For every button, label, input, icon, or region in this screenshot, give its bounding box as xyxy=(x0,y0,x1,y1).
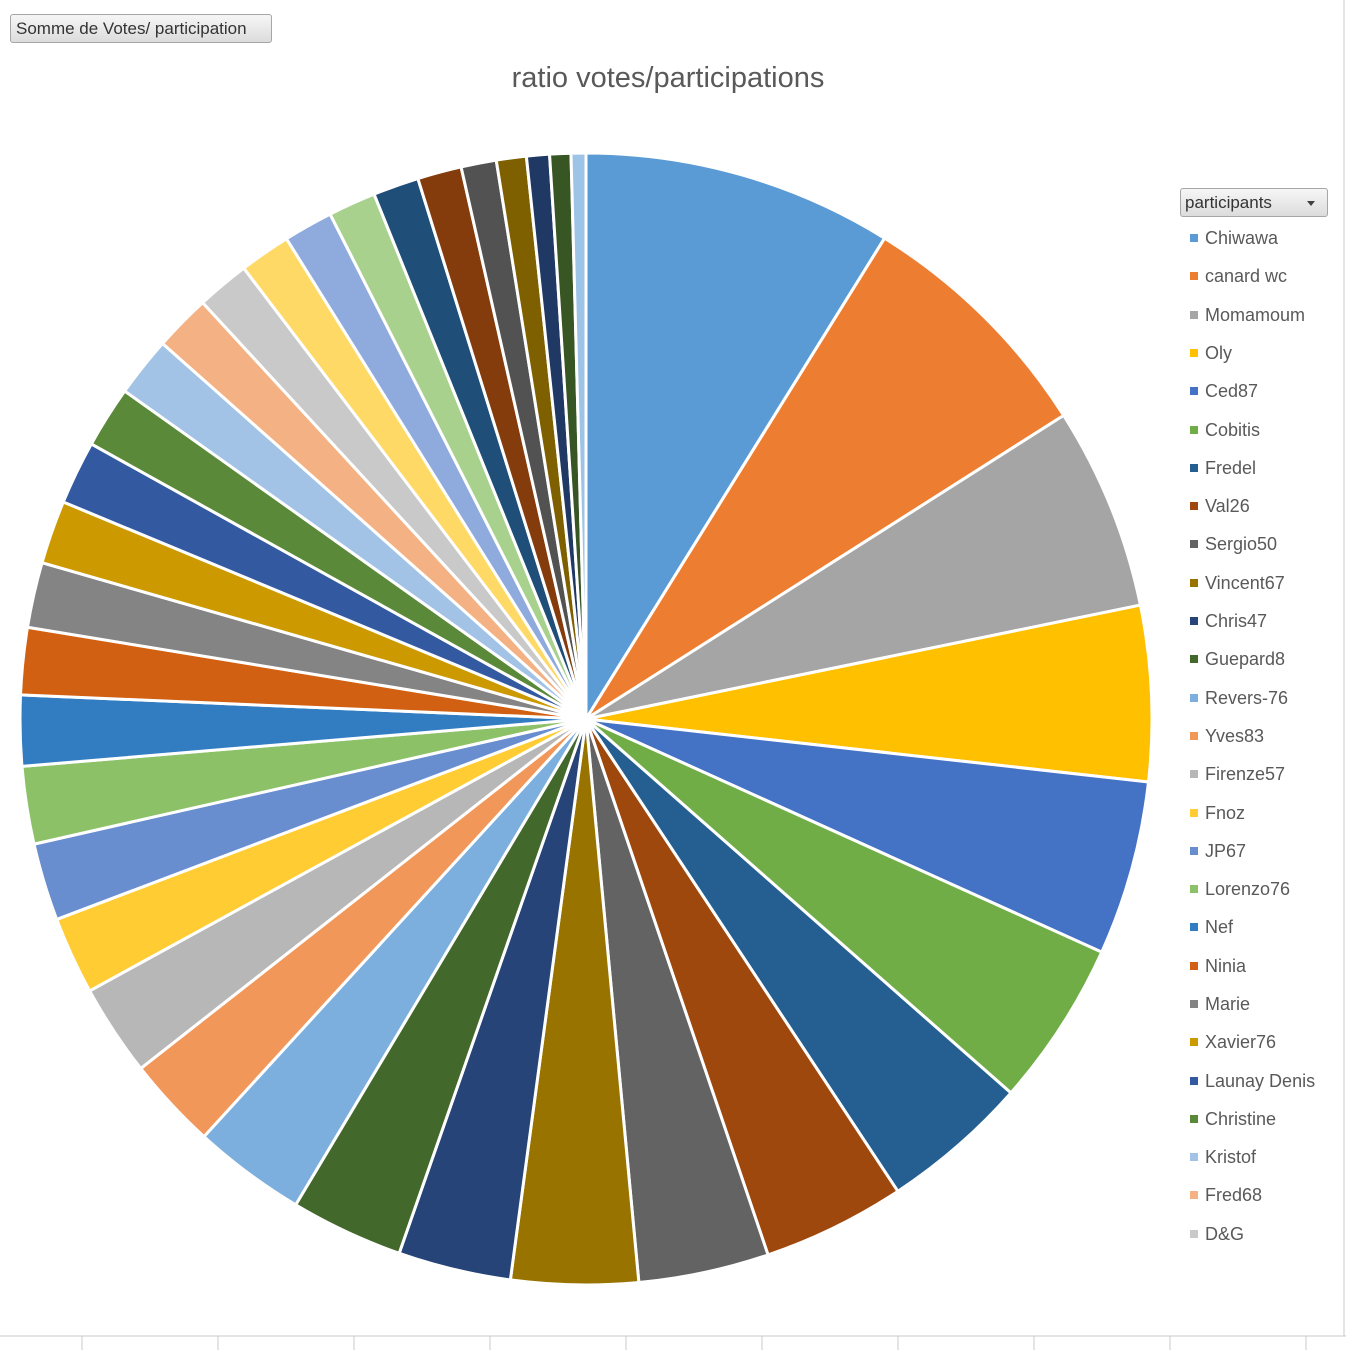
pie-slice-unlabeled-36 xyxy=(569,151,588,721)
legend-label: Val26 xyxy=(1205,496,1250,516)
legend-label: Guepard8 xyxy=(1205,649,1286,669)
legend-swatch xyxy=(1190,1230,1198,1238)
legend-label: Yves83 xyxy=(1205,726,1265,746)
legend-swatch xyxy=(1190,923,1198,931)
legend-label: Chiwawa xyxy=(1205,228,1279,248)
legend-swatch xyxy=(1190,1191,1198,1199)
legend-swatch xyxy=(1190,732,1198,740)
pie-slice-oly xyxy=(584,603,1154,784)
legend-label: Fred68 xyxy=(1205,1185,1263,1205)
legend-label: D&G xyxy=(1205,1224,1245,1244)
legend-swatch xyxy=(1190,1000,1198,1008)
legend-swatch xyxy=(1190,349,1198,357)
legend-label: Lorenzo76 xyxy=(1205,879,1291,899)
legend-swatch xyxy=(1190,809,1198,817)
legend-label: Fnoz xyxy=(1205,803,1246,823)
legend-swatch xyxy=(1190,1153,1198,1161)
legend-swatch xyxy=(1190,847,1198,855)
pie-slice-cobitis xyxy=(584,717,1104,1095)
legend-swatch xyxy=(1190,1077,1198,1085)
legend-swatch xyxy=(1190,1115,1198,1123)
legend-label: Oly xyxy=(1205,343,1232,363)
chevron-down-icon xyxy=(1307,201,1315,206)
legend-label: Chris47 xyxy=(1205,611,1268,631)
legend-label: Cobitis xyxy=(1205,420,1261,440)
legend-label: Nef xyxy=(1205,917,1234,937)
legend-label: Kristof xyxy=(1205,1147,1257,1167)
legend-swatch xyxy=(1190,579,1198,587)
pie-slice-momamoum xyxy=(584,413,1142,721)
legend-swatch xyxy=(1190,272,1198,280)
legend-swatch xyxy=(1190,540,1198,548)
legend-label: canard wc xyxy=(1205,266,1288,286)
pie-slice-canard-wc xyxy=(584,236,1066,721)
legend-label: Launay Denis xyxy=(1205,1071,1316,1091)
legend-label: Marie xyxy=(1205,994,1251,1014)
legend-swatch xyxy=(1190,464,1198,472)
legend-swatch xyxy=(1190,426,1198,434)
legend-label: Ced87 xyxy=(1205,381,1259,401)
participants-filter-label: participants xyxy=(1185,193,1272,212)
legend-label: Xavier76 xyxy=(1205,1032,1277,1052)
legend-swatch xyxy=(1190,655,1198,663)
legend-swatch xyxy=(1190,962,1198,970)
pie-slice-ced87 xyxy=(584,717,1150,954)
legend-swatch xyxy=(1190,311,1198,319)
participants-filter-button[interactable]: participants xyxy=(1180,188,1328,217)
pie-slice-chiwawa xyxy=(584,151,887,721)
legend-swatch xyxy=(1190,234,1198,242)
legend-swatch xyxy=(1190,694,1198,702)
legend-swatch xyxy=(1190,387,1198,395)
legend-label: Firenze57 xyxy=(1205,764,1286,784)
legend-label: Sergio50 xyxy=(1205,534,1278,554)
legend-label: Christine xyxy=(1205,1109,1277,1129)
legend-swatch xyxy=(1190,770,1198,778)
legend-label: Fredel xyxy=(1205,458,1257,478)
legend-label: Vincent67 xyxy=(1205,573,1285,593)
legend-swatch xyxy=(1190,617,1198,625)
legend-swatch xyxy=(1190,1038,1198,1046)
value-field-button[interactable]: Somme de Votes/ participation xyxy=(10,14,272,43)
legend-label: Momamoum xyxy=(1205,305,1306,325)
legend-swatch xyxy=(1190,885,1198,893)
chart-title: ratio votes/participations xyxy=(511,62,825,94)
legend-label: Ninia xyxy=(1205,956,1247,976)
pie-chart xyxy=(18,151,1154,1287)
legend-swatch xyxy=(1190,502,1198,510)
legend-label: Revers-76 xyxy=(1205,688,1289,708)
legend-label: JP67 xyxy=(1205,841,1247,861)
